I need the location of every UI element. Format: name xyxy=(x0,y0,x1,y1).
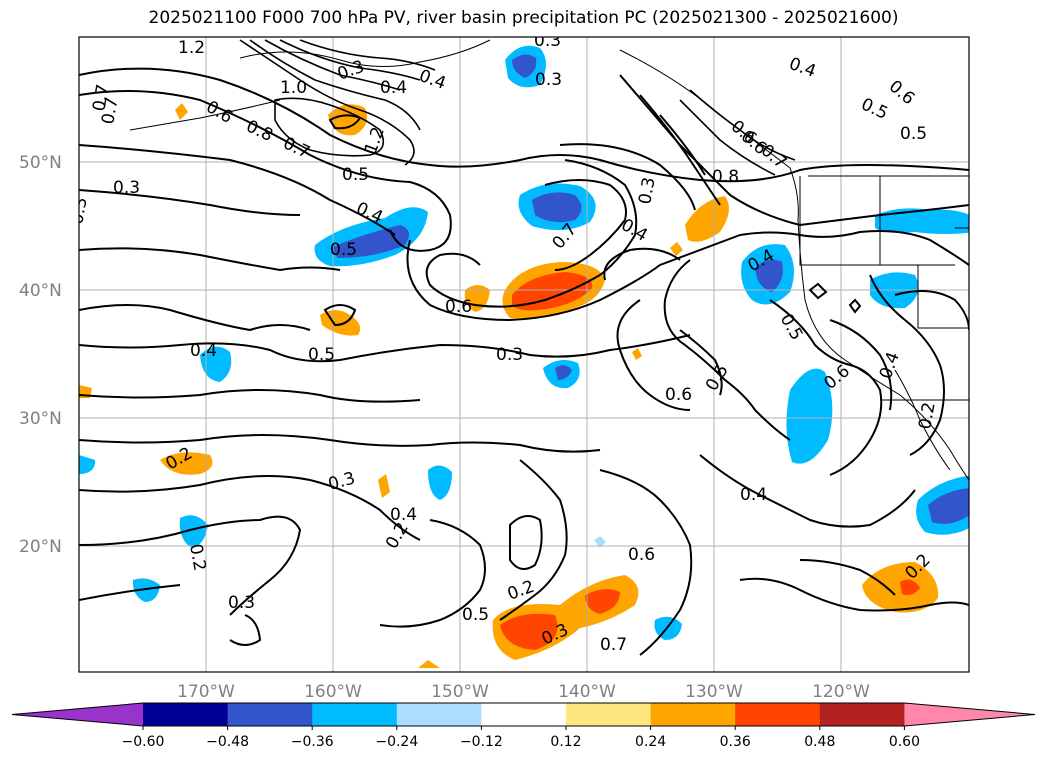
contour-label: 0.4 xyxy=(380,78,407,98)
contour-label: 0.7 xyxy=(600,635,627,655)
contour-label: 0.5 xyxy=(900,124,927,144)
lon-label: 150°W xyxy=(431,682,489,702)
colorbar-tick-label: −0.12 xyxy=(460,734,503,750)
contour-label: 0.3 xyxy=(535,70,562,90)
contour-label: 0.5 xyxy=(462,605,489,625)
map-frame xyxy=(78,36,970,673)
colorbar-bin xyxy=(735,703,821,726)
latitude-labels: 50°N 40°N 30°N 20°N xyxy=(19,153,62,557)
contour-label: 0.3 xyxy=(635,176,659,206)
colorbar-tick-label: 0.12 xyxy=(550,734,581,750)
lon-label: 140°W xyxy=(558,682,616,702)
contour-label: 0.4 xyxy=(390,505,417,525)
pv-contours xyxy=(79,67,969,656)
contour-label: 0.8 xyxy=(712,167,739,187)
colorbar-bin xyxy=(481,703,567,726)
colorbar-bin xyxy=(566,703,652,726)
contour-label: 1.2 xyxy=(178,38,205,58)
colorbar: −0.60 −0.48 −0.36 −0.24 −0.12 0.12 0.24 0.36 0.4… xyxy=(11,702,1036,750)
contour-label: 0.2 xyxy=(185,542,209,572)
contour-label: 0.2 xyxy=(915,401,939,431)
colorbar-tick-label: −0.24 xyxy=(375,734,418,750)
colorbar-tick-label: 0.36 xyxy=(720,734,751,750)
contour-label: 0.5 xyxy=(308,345,335,365)
colorbar-bin xyxy=(143,703,229,726)
lon-label: 120°W xyxy=(812,682,870,702)
lat-label: 30°N xyxy=(19,409,62,429)
pv-contours-tight xyxy=(239,39,796,176)
colorbar-extend-high xyxy=(904,703,1035,726)
coastlines xyxy=(129,39,969,481)
colorbar-tick-label: −0.60 xyxy=(122,734,165,750)
colorbar-bin xyxy=(650,703,736,726)
colorbar-tick-label: 0.60 xyxy=(889,734,920,750)
contour-label: 0.7 xyxy=(89,83,113,113)
longitude-labels: 170°W 160°W 150°W 140°W 130°W 120°W xyxy=(177,682,870,702)
map-title: 2025021100 F000 700 hPa PV, river basin … xyxy=(148,8,899,28)
colorbar-bin xyxy=(396,703,482,726)
contour-label: 0.4 xyxy=(190,341,217,361)
colorbar-bin xyxy=(819,703,905,726)
colorbar-bin xyxy=(312,703,398,726)
lat-label: 20°N xyxy=(19,537,62,557)
colorbar-bin xyxy=(227,703,313,726)
contour-label: 0.3 xyxy=(496,345,523,365)
colorbar-tick-label: 0.24 xyxy=(635,734,666,750)
contour-label: 1.0 xyxy=(280,78,307,98)
contour-label: 0.6 xyxy=(445,297,472,317)
colorbar-extend-low xyxy=(12,703,143,726)
contour-label: 0.6 xyxy=(628,545,655,565)
lon-label: 130°W xyxy=(685,682,743,702)
lon-label: 170°W xyxy=(177,682,235,702)
contour-label: 0.3 xyxy=(534,31,561,51)
lat-label: 50°N xyxy=(19,153,62,173)
colorbar-tick-label: 0.48 xyxy=(804,734,835,750)
colorbar-tick-label: −0.48 xyxy=(206,734,249,750)
contour-label: 0.6 xyxy=(665,385,692,405)
contour-label: 0.5 xyxy=(342,165,369,185)
lon-label: 160°W xyxy=(304,682,362,702)
contour-label: 0.5 xyxy=(330,240,357,260)
contour-label: 0.3 xyxy=(113,178,140,198)
contour-label: 0.4 xyxy=(740,485,767,505)
colorbar-tick-label: −0.36 xyxy=(291,734,334,750)
contour-label: 0.7 xyxy=(98,96,122,126)
lat-label: 40°N xyxy=(19,281,62,301)
precip-shading xyxy=(79,45,969,640)
contour-label: 0.3 xyxy=(228,593,255,613)
